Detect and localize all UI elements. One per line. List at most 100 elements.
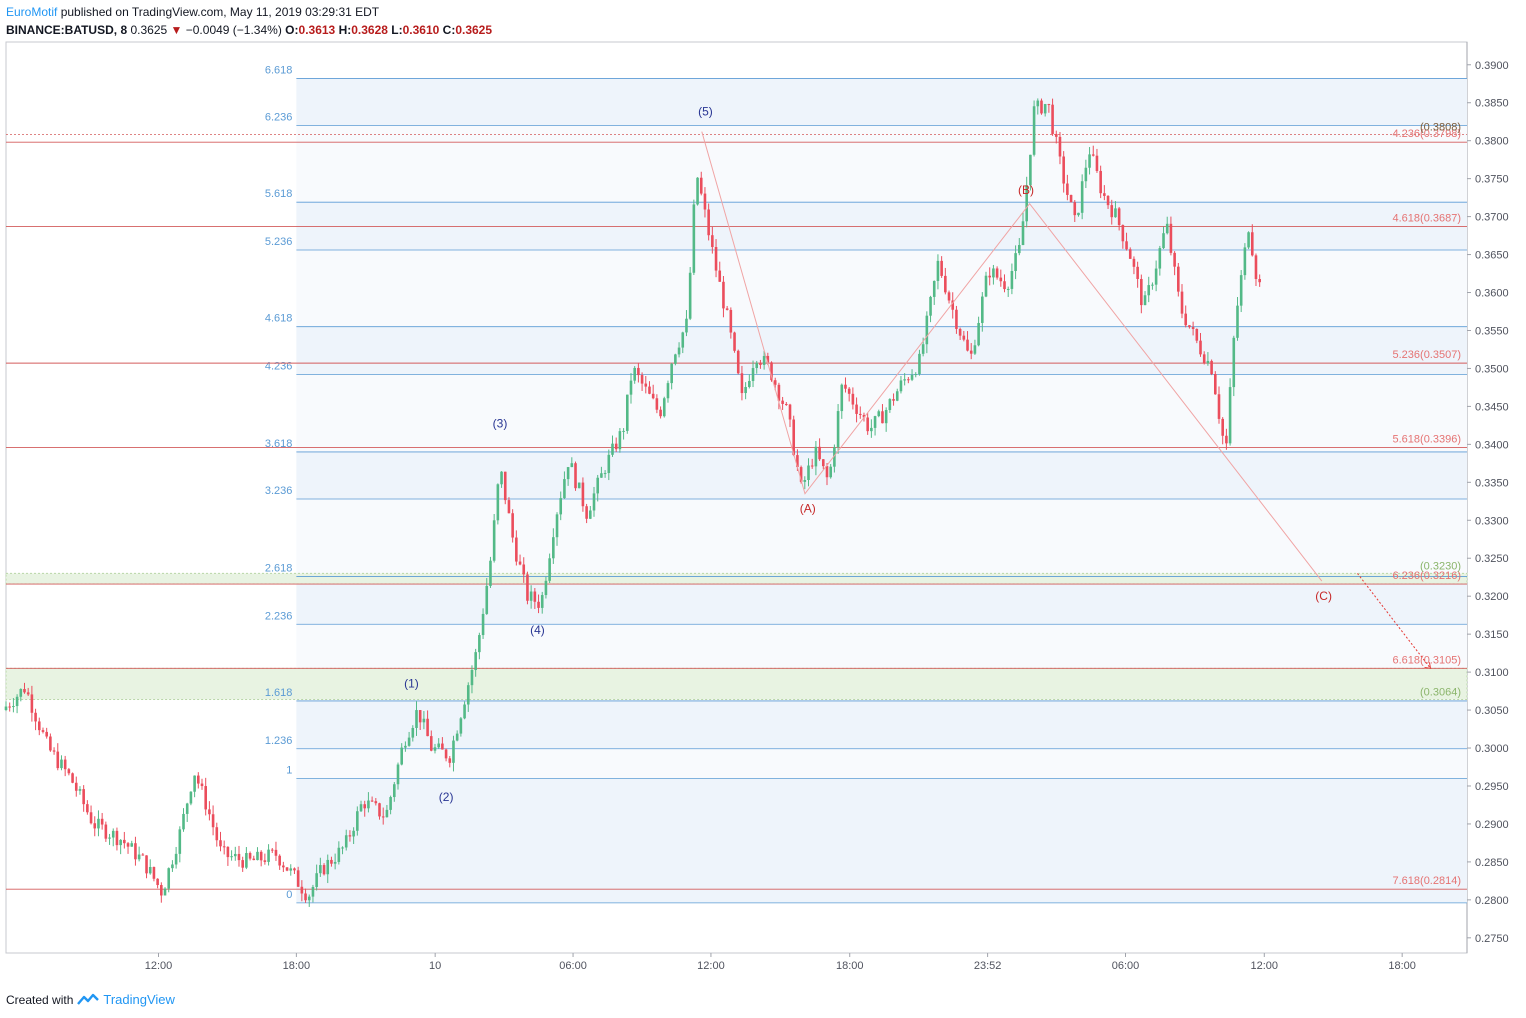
candle-body (555, 514, 559, 538)
candle-body (999, 277, 1003, 282)
symbol-name[interactable]: BINANCE:BATUSD, 8 (6, 23, 128, 37)
candle-body (640, 375, 644, 384)
candle-body (189, 791, 193, 804)
candle-body (359, 804, 363, 812)
candle-body (500, 471, 503, 485)
time-tick-label: 18:00 (1388, 960, 1416, 972)
candle-body (30, 694, 34, 713)
tradingview-brand[interactable]: TradingView (103, 992, 175, 1007)
candle-body (263, 860, 267, 862)
candle-body (1236, 305, 1239, 338)
candle-body (592, 493, 596, 511)
candle-body (1191, 327, 1195, 329)
candle-body (1062, 156, 1065, 184)
fib-band (296, 748, 1467, 779)
price-tick-label: 0.2800 (1475, 895, 1509, 907)
low-value: 0.3610 (402, 23, 440, 37)
fib-band (296, 250, 1467, 327)
candle-body (300, 886, 304, 894)
candle-body (873, 416, 877, 428)
candle-body (1073, 202, 1077, 216)
candle-body (182, 813, 185, 830)
candle-body (1069, 194, 1073, 203)
candle-body (1091, 154, 1095, 156)
candle-body (622, 430, 625, 432)
candle-body (614, 443, 618, 450)
candle-body (82, 789, 85, 805)
candle-body (1169, 223, 1173, 253)
candle-body (193, 775, 196, 792)
candle-body (563, 479, 566, 499)
candle-body (1247, 232, 1250, 248)
candle-body (123, 839, 126, 844)
candle-body (736, 350, 740, 374)
candle-body (256, 851, 259, 861)
candle-body (988, 275, 992, 278)
candle-body (19, 688, 23, 697)
candle-body (973, 345, 977, 354)
author-link[interactable]: EuroMotif (6, 5, 58, 19)
candle-body (1080, 181, 1084, 213)
candle-body (267, 849, 270, 862)
candle-body (692, 204, 696, 273)
created-with-text: Created with (6, 992, 74, 1007)
candle-body (1029, 154, 1032, 186)
candle-body (807, 465, 810, 481)
candle-body (426, 718, 429, 737)
candle-body (474, 652, 477, 671)
candle-body (984, 275, 988, 297)
ext-level-label: 4.236(0.3798) (1393, 128, 1462, 140)
candle-body (1006, 288, 1010, 290)
fib-level-label: 1.236 (265, 735, 293, 747)
candle-body (1054, 133, 1058, 137)
candle-body (751, 368, 755, 381)
wave-label: (5) (698, 105, 713, 119)
candle-body (507, 500, 511, 514)
ext-level-label: 6.236(0.3216) (1393, 570, 1462, 582)
candle-body (884, 410, 888, 424)
candle-body (1047, 104, 1051, 106)
candle-body (674, 354, 677, 364)
candle-body (344, 835, 348, 848)
candle-body (1110, 205, 1114, 218)
candle-body (696, 177, 699, 205)
candle-body (729, 309, 733, 333)
candle-body (677, 347, 681, 355)
price-tick-label: 0.3100 (1475, 667, 1509, 679)
wave-label: (4) (530, 623, 545, 637)
candle-body (748, 380, 751, 387)
candle-body (792, 419, 796, 456)
footer: Created with TradingView (6, 992, 175, 1007)
price-tick-label: 0.3800 (1475, 136, 1509, 148)
candle-body (1036, 100, 1040, 107)
candle-body (74, 782, 78, 791)
candle-body (337, 847, 341, 862)
candle-body (1173, 252, 1176, 267)
candle-body (470, 670, 474, 686)
candle-body (230, 856, 233, 858)
candle-body (1232, 337, 1236, 388)
candle-body (936, 260, 940, 281)
candle-body (333, 861, 337, 864)
ext-level-label: 7.618(0.2814) (1393, 875, 1462, 887)
candle-body (773, 380, 777, 385)
wave-label: (C) (1315, 589, 1332, 603)
candle-body (881, 411, 884, 424)
candle-body (799, 467, 803, 482)
candle-body (803, 480, 807, 482)
candle-body (888, 399, 892, 411)
publish-info: EuroMotif published on TradingView.com, … (6, 5, 379, 19)
candle-body (903, 379, 906, 381)
candle-body (23, 688, 26, 693)
candle-body (540, 595, 544, 608)
fib-level-label: 3.618 (265, 438, 293, 450)
fib-level-label: 6.236 (265, 112, 293, 124)
candle-body (1221, 418, 1224, 436)
candle-body (977, 322, 980, 346)
candle-body (821, 459, 825, 467)
candle-body (396, 764, 400, 785)
wave-label: (A) (800, 502, 816, 516)
candle-body (134, 843, 137, 860)
ext-level-label: 4.618(0.3687) (1393, 212, 1462, 224)
